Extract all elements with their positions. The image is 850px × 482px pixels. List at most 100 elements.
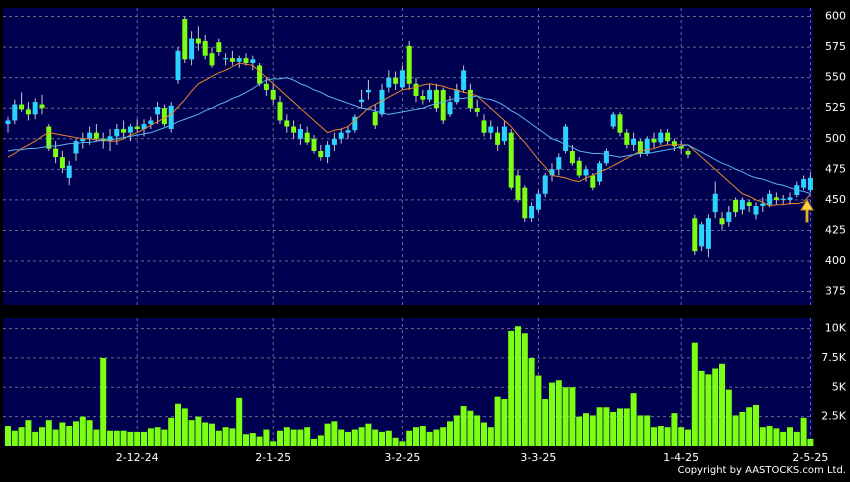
volume-bar [351,429,358,446]
volume-bar [617,408,623,446]
candle-body [12,104,18,121]
volume-bar [270,441,277,446]
candle-body [556,157,562,170]
volume-bar [365,423,372,446]
y-tick-label: 550 [825,71,846,84]
volume-bar [569,387,576,446]
volume-bar [147,428,154,446]
candle-body [753,206,759,215]
candle-body [386,77,392,88]
candle-body [678,146,684,149]
candle-body [195,38,201,44]
candle-body [780,198,786,200]
candle-body [223,58,229,60]
volume-bar [202,422,209,446]
volume-bar [447,421,453,446]
volume-bar [168,417,175,446]
candle-body [318,151,324,158]
volume-bar [657,426,664,446]
candle-body [760,203,766,206]
volume-bar [725,389,732,446]
candle-body [495,132,501,145]
candle-body [767,193,773,205]
volume-bar [691,342,698,446]
marks [5,16,814,446]
candle-body [46,126,52,149]
volume-tick-label: 2.5K [821,410,846,423]
volume-bar [426,431,433,446]
volume-bar [25,420,32,446]
candle-body [685,151,691,155]
volume-bar [175,403,181,446]
candle-body [25,109,31,115]
candle-body [413,83,419,96]
volume-bar [134,431,141,446]
volume-bar [766,426,773,446]
candle-body [712,193,718,213]
candle-body [352,116,358,131]
volume-bar [229,428,236,446]
candle-body [19,104,25,110]
candle-body [175,50,181,81]
candle-body [807,177,813,191]
x-tick-label: 2-12-24 [116,451,159,464]
volume-bar [290,429,297,446]
volume-bar [685,429,691,446]
candle-body [399,70,405,88]
volume-bar [732,415,739,446]
candle-body [304,132,310,143]
volume-bar [154,427,161,446]
volume-bar [127,431,134,446]
x-tick-label: 3-3-25 [520,451,556,464]
volume-bar [79,416,86,446]
volume-bar [120,430,127,446]
volume-bar [93,429,100,446]
candle-body [284,120,290,127]
candle-body [433,89,439,109]
candle-body [257,65,263,84]
volume-bar [440,427,447,446]
candle-body [379,89,385,115]
candle-body [291,126,297,133]
volume-bar [243,434,249,446]
x-tick-label: 1-4-25 [663,451,699,464]
candle-body [801,179,807,188]
candle-body [168,105,174,129]
volume-bar [562,387,569,446]
candle-body [297,129,303,139]
y-tick-label: 375 [825,285,846,298]
candle-body [277,102,283,121]
volume-bar [392,437,399,446]
volume-bar [297,429,304,446]
volume-bar [705,374,712,446]
candle-body [202,41,208,56]
volume-bar [100,357,107,446]
candle-body [569,151,575,164]
volume-bar [773,428,780,446]
x-tick-label: 3-2-25 [384,451,420,464]
candle-body [576,160,582,176]
volume-bar [32,431,39,446]
volume-panel [3,318,813,446]
volume-bar [494,396,501,446]
candle-body [236,58,242,62]
volume-bar [780,431,787,446]
volume-bar [630,393,637,446]
volume-bar [107,430,113,446]
candle-body [114,129,120,137]
volume-bar [637,415,644,446]
volume-bar [141,431,147,446]
volume-bar [719,363,725,446]
volume-bar [623,408,630,446]
volume-bar [800,417,807,446]
candle-body [93,132,99,139]
volume-bar [11,430,18,446]
candle-body [325,144,331,158]
candle-body [393,77,399,84]
candle-body [787,197,793,200]
volume-bar [331,421,338,446]
y-tick-label: 475 [825,162,846,175]
volume-tick-label: 5K [832,380,847,393]
candle-body [66,165,72,178]
